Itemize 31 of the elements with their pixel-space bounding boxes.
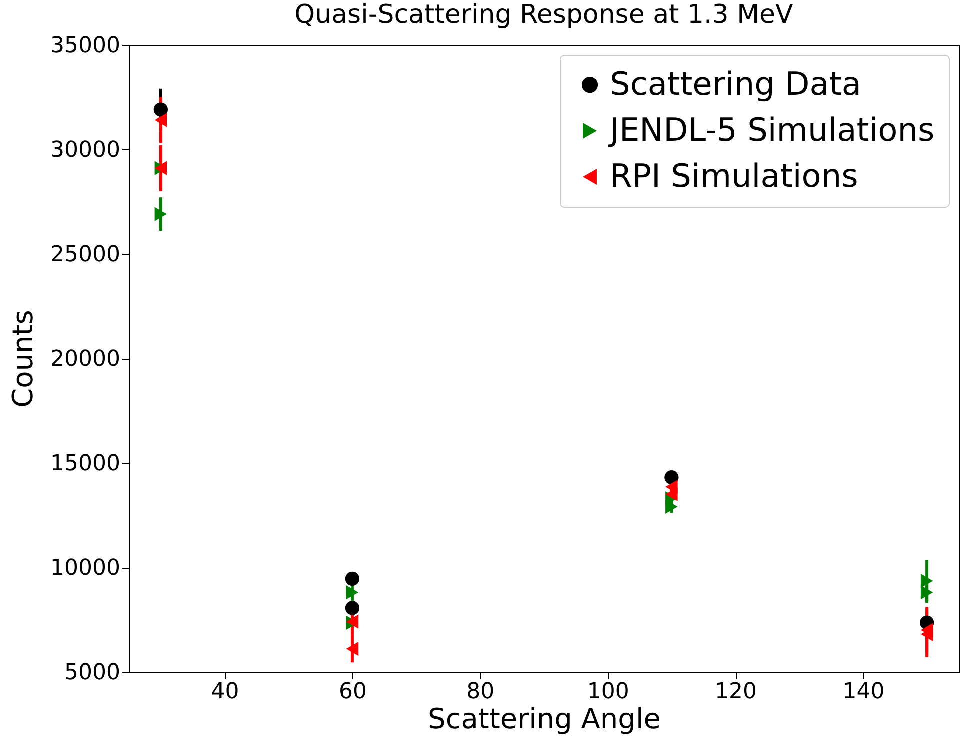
y-tick-label: 5000 [64,660,120,686]
point [920,574,934,588]
x-tick-label: 80 [466,680,495,704]
point [154,102,168,117]
point [346,642,359,656]
y-tick-label: 10000 [50,556,120,581]
chart-title: Quasi-Scattering Response at 1.3 MeV [294,0,794,30]
x-tick-label: 120 [715,680,758,704]
point [345,601,360,616]
point [664,470,679,485]
point [666,487,678,502]
point [920,627,934,642]
point [920,586,934,600]
legend-label: JENDL-5 Simulations [608,111,935,149]
y-tick-label: 25000 [50,242,120,268]
point [346,586,359,600]
legend-label: RPI Simulations [610,157,858,195]
x-tick-label: 60 [338,680,367,704]
y-tick-label: 35000 [50,34,120,58]
point [154,113,168,128]
x-tick-label: 100 [587,680,630,704]
x-axis-title: Scattering Angle [428,702,661,736]
point [345,572,360,586]
x-tick-label: 140 [842,680,885,704]
y-tick-label: 15000 [50,452,120,476]
y-axis-title: Counts [6,310,40,408]
point [154,207,168,222]
y-tick-label: 30000 [50,138,120,163]
legend-label: Scattering Data [610,65,862,103]
x-tick-label: 40 [211,680,240,704]
y-tick-label: 20000 [50,347,120,372]
